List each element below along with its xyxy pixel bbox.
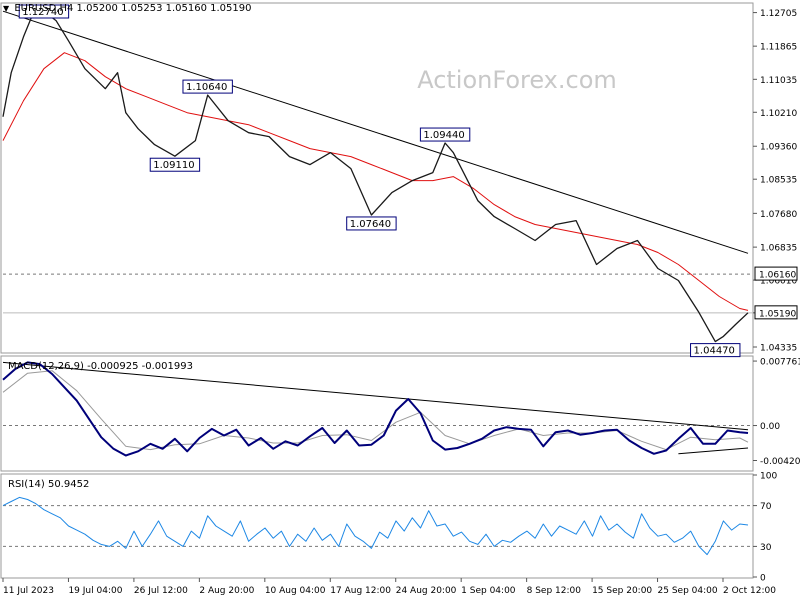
watermark: ActionForex.com	[417, 66, 617, 94]
price-layer: 1.12705 1.11865 1.11035 1.10210 1.09360 1.085…	[2, 4, 798, 358]
x-axis-tick-label: 11 Jul 2023	[3, 586, 54, 596]
current-price-label: 1.05190	[759, 309, 796, 319]
swing-price-label: 1.07640	[350, 219, 391, 230]
rsi-y-tick-label: 100	[760, 472, 777, 482]
swing-price-label: 1.09110	[153, 160, 194, 171]
x-axis-tick-label: 26 Jul 12:00	[134, 586, 188, 596]
price-line	[2, 10, 749, 343]
price-y-tick-label: 1.06835	[760, 244, 797, 254]
x-axis-tick-label: 2 Oct 12:00	[723, 586, 776, 596]
price-y-tick-label: 1.12705	[760, 9, 797, 19]
swing-price-label-box	[346, 216, 397, 231]
macd-title: MACD(12,26,9) -0.000925 -0.001993	[8, 361, 193, 372]
resistance-level-tag	[754, 266, 798, 281]
x-axis-tick-label: 19 Jul 04:00	[68, 586, 122, 596]
x-axis-tick-label: 8 Sep 12:00	[527, 586, 582, 596]
price-y-tick-label: 1.11035	[760, 76, 797, 86]
resistance-level-label: 1.06160	[759, 271, 796, 281]
price-y-tick-label: 1.04335	[760, 344, 797, 354]
rsi-y-tick-label: 0	[760, 574, 766, 584]
chart-header: ▼ EURUSD,H4 1.05200 1.05253 1.05160 1.05…	[3, 3, 252, 14]
rsi-y-tick-label: 70	[760, 502, 772, 512]
symbol-label: EURUSD,H4	[14, 3, 74, 14]
swing-price-label: 1.09440	[423, 130, 464, 141]
macd-y-tick-label: 0.00	[760, 422, 780, 432]
rsi-y-tick-label: 30	[760, 543, 772, 553]
price-y-tick-label: 1.10210	[760, 109, 797, 119]
swing-price-label-box	[149, 157, 201, 172]
x-axis: 11 Jul 2023 19 Jul 04:00 26 Jul 12:00 2 Aug…	[2, 578, 776, 596]
macd-y-tick-label: 0.007761	[760, 358, 800, 368]
x-axis-tick-label: 17 Aug 12:00	[330, 586, 391, 596]
macd-trendline	[2, 361, 749, 431]
swing-price-label: 1.12740	[22, 7, 63, 18]
price-y-tick-label: 1.09360	[760, 143, 797, 153]
current-price-tag	[754, 305, 798, 320]
macd-y-tick-label: -0.004205	[760, 457, 800, 467]
price-y-tick-label: 1.07680	[760, 210, 797, 220]
price-y-tick-label: 1.08535	[760, 176, 797, 186]
swing-price-label-box	[419, 127, 471, 142]
rsi-line	[2, 496, 749, 556]
moving-average-line	[2, 52, 749, 311]
x-axis-tick-label: 15 Sep 20:00	[592, 586, 652, 596]
macd-layer: 0.007761 0.00 -0.004205	[2, 358, 800, 467]
x-axis-tick-label: 2 Aug 20:00	[199, 586, 254, 596]
macd-main-line	[2, 361, 749, 457]
swing-price-label: 1.10640	[186, 82, 227, 93]
swing-price-label-box	[182, 79, 233, 94]
x-axis-tick-label: 25 Sep 04:00	[658, 586, 718, 596]
price-trendline	[2, 10, 749, 254]
x-axis-tick-label: 1 Sep 04:00	[461, 586, 516, 596]
price-panel-frame	[0, 2, 754, 354]
rsi-title: RSI(14) 50.9452	[8, 479, 89, 490]
triangle-down-icon[interactable]: ▼	[3, 4, 10, 13]
rsi-panel-frame	[0, 473, 754, 579]
rsi-layer: 100 70 30 0	[2, 472, 777, 584]
x-axis-tick-label: 24 Aug 20:00	[396, 586, 457, 596]
swing-price-label: 1.04470	[694, 346, 735, 357]
ohlc-values: 1.05200 1.05253 1.05160 1.05190	[76, 3, 252, 14]
macd-trendline	[678, 447, 749, 455]
swing-price-label-box	[690, 343, 741, 358]
swing-price-label-box	[18, 4, 70, 19]
price-y-tick-label: 1.06010	[760, 277, 797, 287]
x-axis-tick-label: 10 Aug 04:00	[265, 586, 326, 596]
macd-panel-frame	[0, 355, 754, 472]
price-y-tick-label: 1.11865	[760, 43, 797, 53]
macd-signal-line	[2, 370, 749, 451]
